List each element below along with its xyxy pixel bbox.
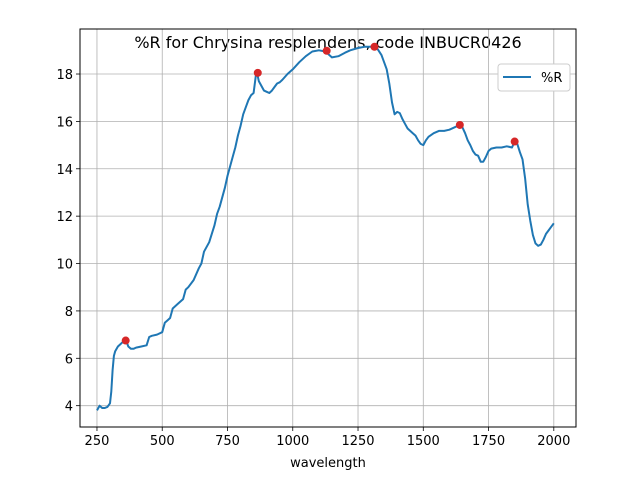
highlight-point — [455, 120, 464, 129]
legend-box — [497, 63, 571, 92]
x-tick-label: 1250 — [341, 434, 374, 449]
x-tick-label: 750 — [215, 434, 240, 449]
y-tick-label: 18 — [56, 68, 73, 83]
highlight-point — [322, 46, 331, 55]
y-tick-label: 6 — [65, 352, 73, 367]
highlight-point — [253, 68, 262, 77]
x-tick-label: 500 — [150, 434, 175, 449]
x-axis-label: wavelength — [290, 456, 366, 471]
legend-label: %R — [541, 71, 562, 86]
y-tick-label: 8 — [65, 305, 73, 320]
highlight-point — [370, 42, 379, 51]
x-tick-label: 250 — [85, 434, 110, 449]
highlight-point — [510, 137, 519, 146]
axis-ticks: 250 500 750 1000 1250 1500 1750 2000 4 6 8 10 12 14 16… — [56, 68, 570, 449]
plot-frame — [79, 28, 577, 428]
chart-title: %R for Chrysina resplendens, code INBUCR… — [134, 33, 521, 52]
y-tick-label: 16 — [56, 115, 73, 130]
x-tick-label: 1000 — [276, 434, 309, 449]
y-tick-label: 12 — [56, 210, 73, 225]
series-layer — [96, 45, 555, 411]
y-tick-label: 10 — [56, 258, 73, 273]
x-tick-label: 1750 — [472, 434, 505, 449]
x-tick-label: 2000 — [537, 434, 570, 449]
highlight-point — [121, 336, 130, 345]
series-line-%R — [96, 45, 555, 411]
y-tick-label: 14 — [56, 163, 73, 178]
x-tick-label: 1500 — [407, 434, 440, 449]
grid — [80, 29, 576, 427]
y-tick-label: 4 — [65, 400, 73, 415]
highlight-markers — [121, 42, 519, 345]
legend: %R — [497, 63, 571, 92]
